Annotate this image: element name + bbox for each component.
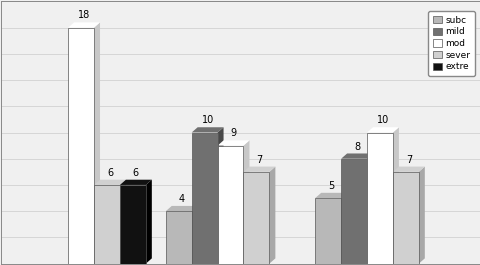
Polygon shape xyxy=(340,193,347,264)
Text: 9: 9 xyxy=(230,129,236,138)
Polygon shape xyxy=(217,127,223,264)
Polygon shape xyxy=(192,206,197,264)
Bar xyxy=(243,172,269,264)
Bar xyxy=(217,145,243,264)
Bar xyxy=(192,132,217,264)
Bar xyxy=(68,28,94,264)
Polygon shape xyxy=(269,167,275,264)
Text: 7: 7 xyxy=(256,154,262,165)
Text: 6: 6 xyxy=(132,168,139,178)
Bar xyxy=(94,185,120,264)
Polygon shape xyxy=(418,167,424,264)
Legend: subc, mild, mod, sever, extre: subc, mild, mod, sever, extre xyxy=(428,11,474,76)
Bar xyxy=(314,198,340,264)
Text: 4: 4 xyxy=(178,194,184,204)
Bar xyxy=(366,132,392,264)
Polygon shape xyxy=(392,167,424,172)
Text: 10: 10 xyxy=(376,115,388,125)
Polygon shape xyxy=(392,127,398,264)
Polygon shape xyxy=(120,180,152,185)
Polygon shape xyxy=(120,180,126,264)
Polygon shape xyxy=(366,153,372,264)
Text: 10: 10 xyxy=(201,115,213,125)
Text: 6: 6 xyxy=(107,168,113,178)
Polygon shape xyxy=(366,127,398,132)
Polygon shape xyxy=(217,140,249,145)
Polygon shape xyxy=(340,153,372,159)
Polygon shape xyxy=(166,206,197,211)
Text: 5: 5 xyxy=(327,181,334,191)
Polygon shape xyxy=(192,127,223,132)
Polygon shape xyxy=(243,167,275,172)
Text: 18: 18 xyxy=(78,10,90,20)
Polygon shape xyxy=(94,22,100,264)
Bar xyxy=(166,211,192,264)
Bar xyxy=(120,185,145,264)
Bar xyxy=(392,172,418,264)
Polygon shape xyxy=(314,193,347,198)
Polygon shape xyxy=(94,180,126,185)
Polygon shape xyxy=(68,22,100,28)
Polygon shape xyxy=(243,140,249,264)
Text: 8: 8 xyxy=(353,142,360,152)
Polygon shape xyxy=(145,180,152,264)
Bar xyxy=(340,159,366,264)
Text: 7: 7 xyxy=(405,154,411,165)
